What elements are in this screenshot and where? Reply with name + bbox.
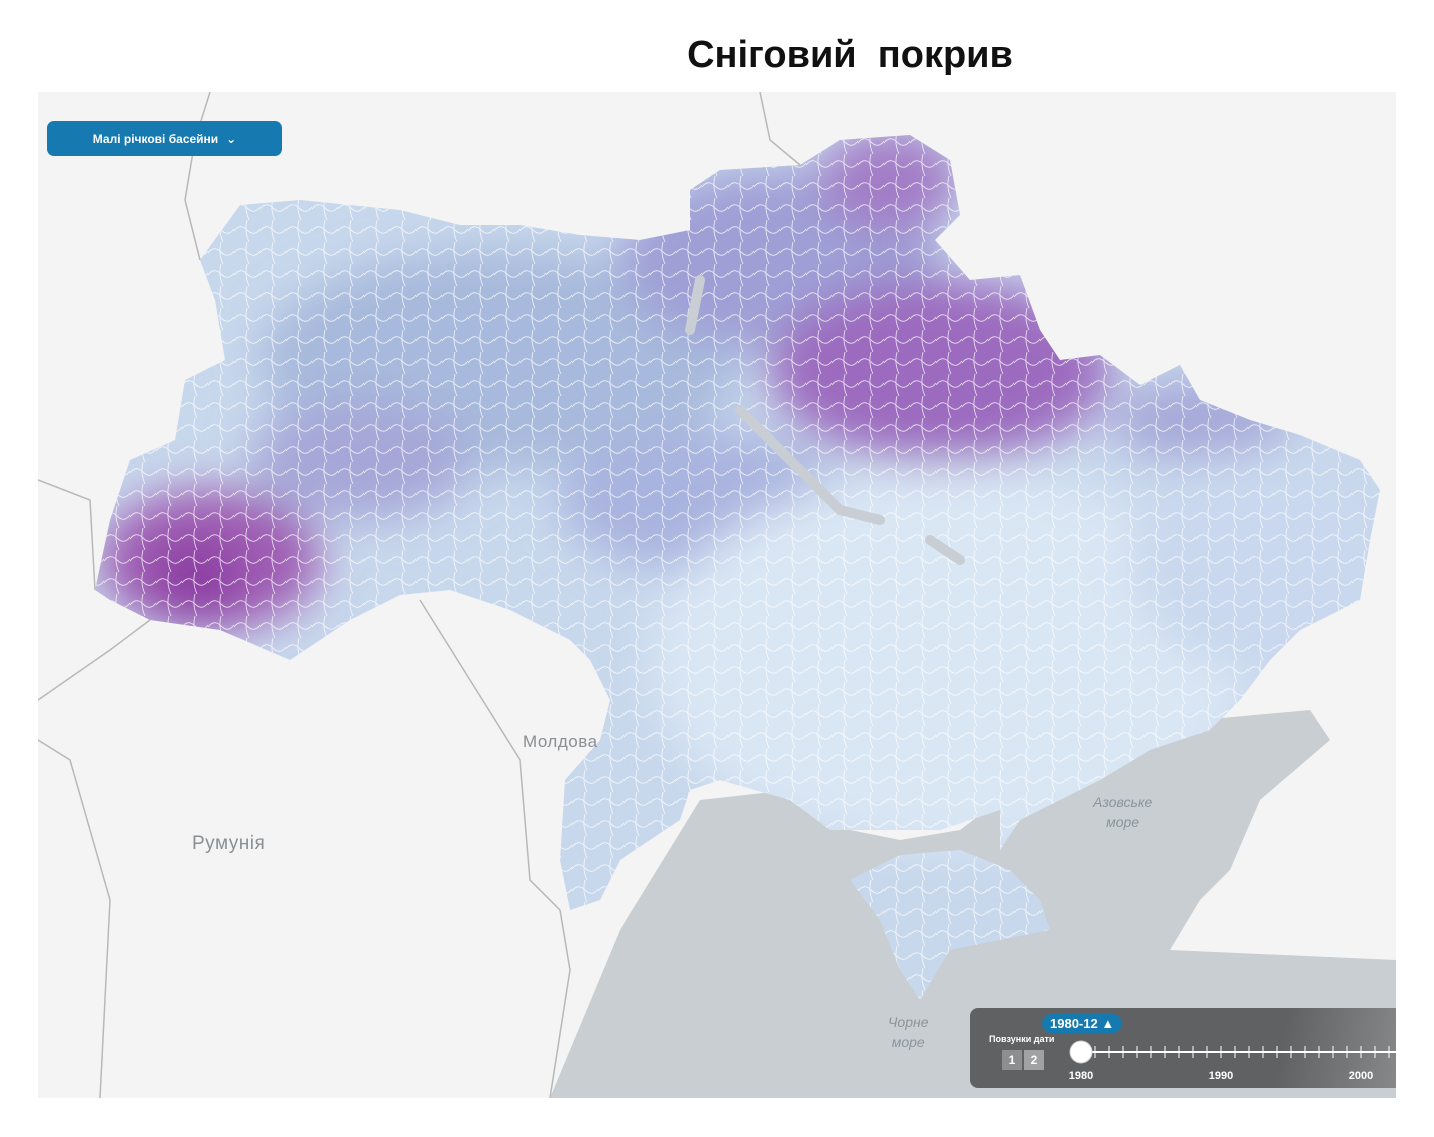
dropdown-caret: ⌄ — [226, 131, 237, 146]
sea-label-line: Чорне — [888, 1014, 929, 1030]
slider-tick-label: 1980 — [1068, 1070, 1094, 1082]
river-basins — [95, 135, 1380, 1000]
country-label: Румунія — [192, 833, 266, 854]
slider-button[interactable]: 2 — [1024, 1050, 1044, 1070]
track-ticks — [1094, 1046, 1390, 1058]
slider-track — [1069, 1040, 1396, 1064]
date-value: 1980-12 — [1050, 1016, 1098, 1031]
slider-button[interactable]: 1 — [1002, 1050, 1022, 1070]
sea-label-line: море — [891, 1034, 925, 1050]
sea-label-line: Азовське — [1093, 794, 1153, 810]
page-title: Сніговий покрив — [687, 34, 1013, 76]
dropdown-label: Малі річкові басейни — [92, 131, 219, 146]
map-canvas — [38, 92, 1396, 1098]
map: Малі річкові басейни ⌄ Молдова Румунія Аз… — [38, 92, 1396, 1098]
layer-dropdown[interactable]: Малі річкові басейни ⌄ — [47, 121, 282, 156]
country-label: Молдова — [523, 732, 598, 751]
slider-tick-label: 2000 — [1348, 1070, 1374, 1082]
date-slider: 1980-12 ▲ Повзунки дати 1 2 1980 1990 20… — [970, 1008, 1396, 1088]
sea-label: Азовське море — [1093, 792, 1152, 832]
slider-tick-label: 1990 — [1208, 1070, 1234, 1082]
slider-handle[interactable] — [1069, 1040, 1093, 1064]
slider-caption: Повзунки дати — [989, 1034, 1055, 1044]
country-borders — [38, 92, 801, 1098]
date-badge[interactable]: 1980-12 ▲ — [1042, 1014, 1123, 1033]
sea-label-line: море — [1106, 814, 1140, 830]
sea-label: Чорне море — [888, 1012, 929, 1052]
